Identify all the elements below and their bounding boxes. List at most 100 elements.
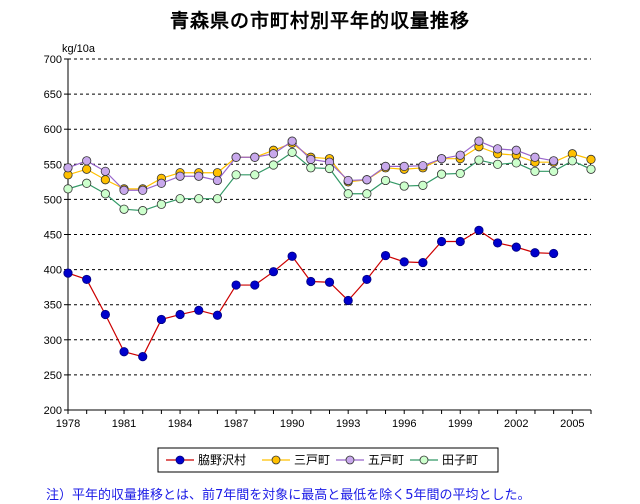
data-point xyxy=(436,236,447,247)
legend-marker xyxy=(271,455,281,465)
legend-marker xyxy=(419,455,429,465)
data-point xyxy=(82,156,92,166)
x-tick-label: 1996 xyxy=(392,418,416,430)
y-tick-label: 400 xyxy=(44,265,62,277)
x-tick-label: 1981 xyxy=(112,418,136,430)
y-tick-label: 500 xyxy=(44,194,62,206)
data-point xyxy=(175,309,185,320)
data-point xyxy=(138,206,148,216)
data-point xyxy=(511,145,521,155)
data-point xyxy=(306,154,316,164)
y-tick-label: 200 xyxy=(44,405,62,417)
data-point xyxy=(549,248,559,259)
data-point xyxy=(324,163,335,174)
data-point xyxy=(474,136,484,146)
data-point xyxy=(194,171,204,181)
data-point xyxy=(82,164,92,174)
data-point xyxy=(399,161,409,172)
x-tick-label: 1984 xyxy=(168,418,192,430)
data-point xyxy=(493,144,503,154)
data-point xyxy=(399,257,409,267)
data-point xyxy=(380,161,391,172)
data-point xyxy=(399,181,409,191)
x-tick-label: 1987 xyxy=(224,418,248,430)
y-tick-label: 650 xyxy=(44,89,62,101)
data-point xyxy=(268,160,279,170)
data-point xyxy=(362,189,372,199)
data-point xyxy=(549,156,559,166)
legend-item-脇野沢村: 脇野沢村 xyxy=(166,453,246,467)
data-point xyxy=(418,161,428,171)
legend-item-三戸町: 三戸町 xyxy=(262,453,330,467)
data-point xyxy=(119,204,129,214)
data-point xyxy=(100,175,110,185)
y-tick-label: 350 xyxy=(44,300,62,312)
data-point xyxy=(63,163,73,173)
data-point xyxy=(455,236,465,247)
data-point xyxy=(175,194,185,204)
data-point xyxy=(194,194,204,204)
data-point xyxy=(231,280,241,290)
data-point xyxy=(380,250,391,261)
x-tick-label: 1993 xyxy=(336,418,360,430)
data-point xyxy=(250,280,260,290)
legend-label: 三戸町 xyxy=(294,453,330,467)
data-point xyxy=(100,166,110,176)
data-point xyxy=(100,309,110,320)
data-point xyxy=(63,184,73,194)
data-point xyxy=(250,170,260,180)
x-tick-label: 1990 xyxy=(280,418,304,430)
x-tick-label: 2005 xyxy=(560,418,584,430)
chart-title: 青森県の市町村別平年的収量推移 xyxy=(169,10,470,32)
x-tick-label: 1978 xyxy=(56,418,80,430)
y-tick-label: 700 xyxy=(44,54,62,66)
data-point xyxy=(175,171,185,181)
data-point xyxy=(138,352,148,362)
data-point xyxy=(138,185,148,195)
data-point xyxy=(212,168,223,178)
data-point xyxy=(511,242,521,252)
y-tick-label: 250 xyxy=(44,370,62,382)
data-point xyxy=(362,175,372,185)
data-point xyxy=(156,314,166,325)
data-point xyxy=(474,155,484,165)
data-point xyxy=(287,251,297,261)
gridlines xyxy=(68,58,591,376)
data-point xyxy=(418,180,428,190)
data-point xyxy=(324,277,335,287)
legend-marker xyxy=(175,455,185,465)
x-tick-label: 2002 xyxy=(504,418,528,430)
data-point xyxy=(231,152,241,162)
data-point xyxy=(380,175,391,186)
data-point xyxy=(493,159,503,169)
data-point xyxy=(156,199,166,209)
data-point xyxy=(530,248,540,258)
data-point xyxy=(212,310,223,320)
y-tick-label: 550 xyxy=(44,159,62,171)
series-layer xyxy=(63,136,596,362)
data-point xyxy=(343,189,353,199)
data-point xyxy=(212,175,223,186)
footnote: 注）平年的収量推移とは、前7年間を対象に最高と最低を除く5年間の平均とした。 xyxy=(46,488,531,503)
data-point xyxy=(212,194,223,204)
data-point xyxy=(567,156,577,166)
data-point xyxy=(100,189,110,199)
data-point xyxy=(343,175,353,186)
legend: 脇野沢村 三戸町 五戸町 田子町 xyxy=(157,447,499,473)
data-point xyxy=(119,185,129,195)
data-point xyxy=(474,225,484,235)
data-point xyxy=(362,274,372,285)
data-point xyxy=(549,166,559,176)
data-point xyxy=(82,274,92,285)
legend-item-五戸町: 五戸町 xyxy=(336,453,404,467)
legend-label: 田子町 xyxy=(442,453,478,467)
y-tick-label: 600 xyxy=(44,124,62,136)
y-tick-label: 450 xyxy=(44,230,62,242)
data-point xyxy=(455,150,465,160)
legend-item-田子町: 田子町 xyxy=(410,453,478,467)
legend-marker xyxy=(345,455,355,465)
data-point xyxy=(63,268,73,278)
data-point xyxy=(287,136,297,146)
data-point xyxy=(231,170,241,180)
